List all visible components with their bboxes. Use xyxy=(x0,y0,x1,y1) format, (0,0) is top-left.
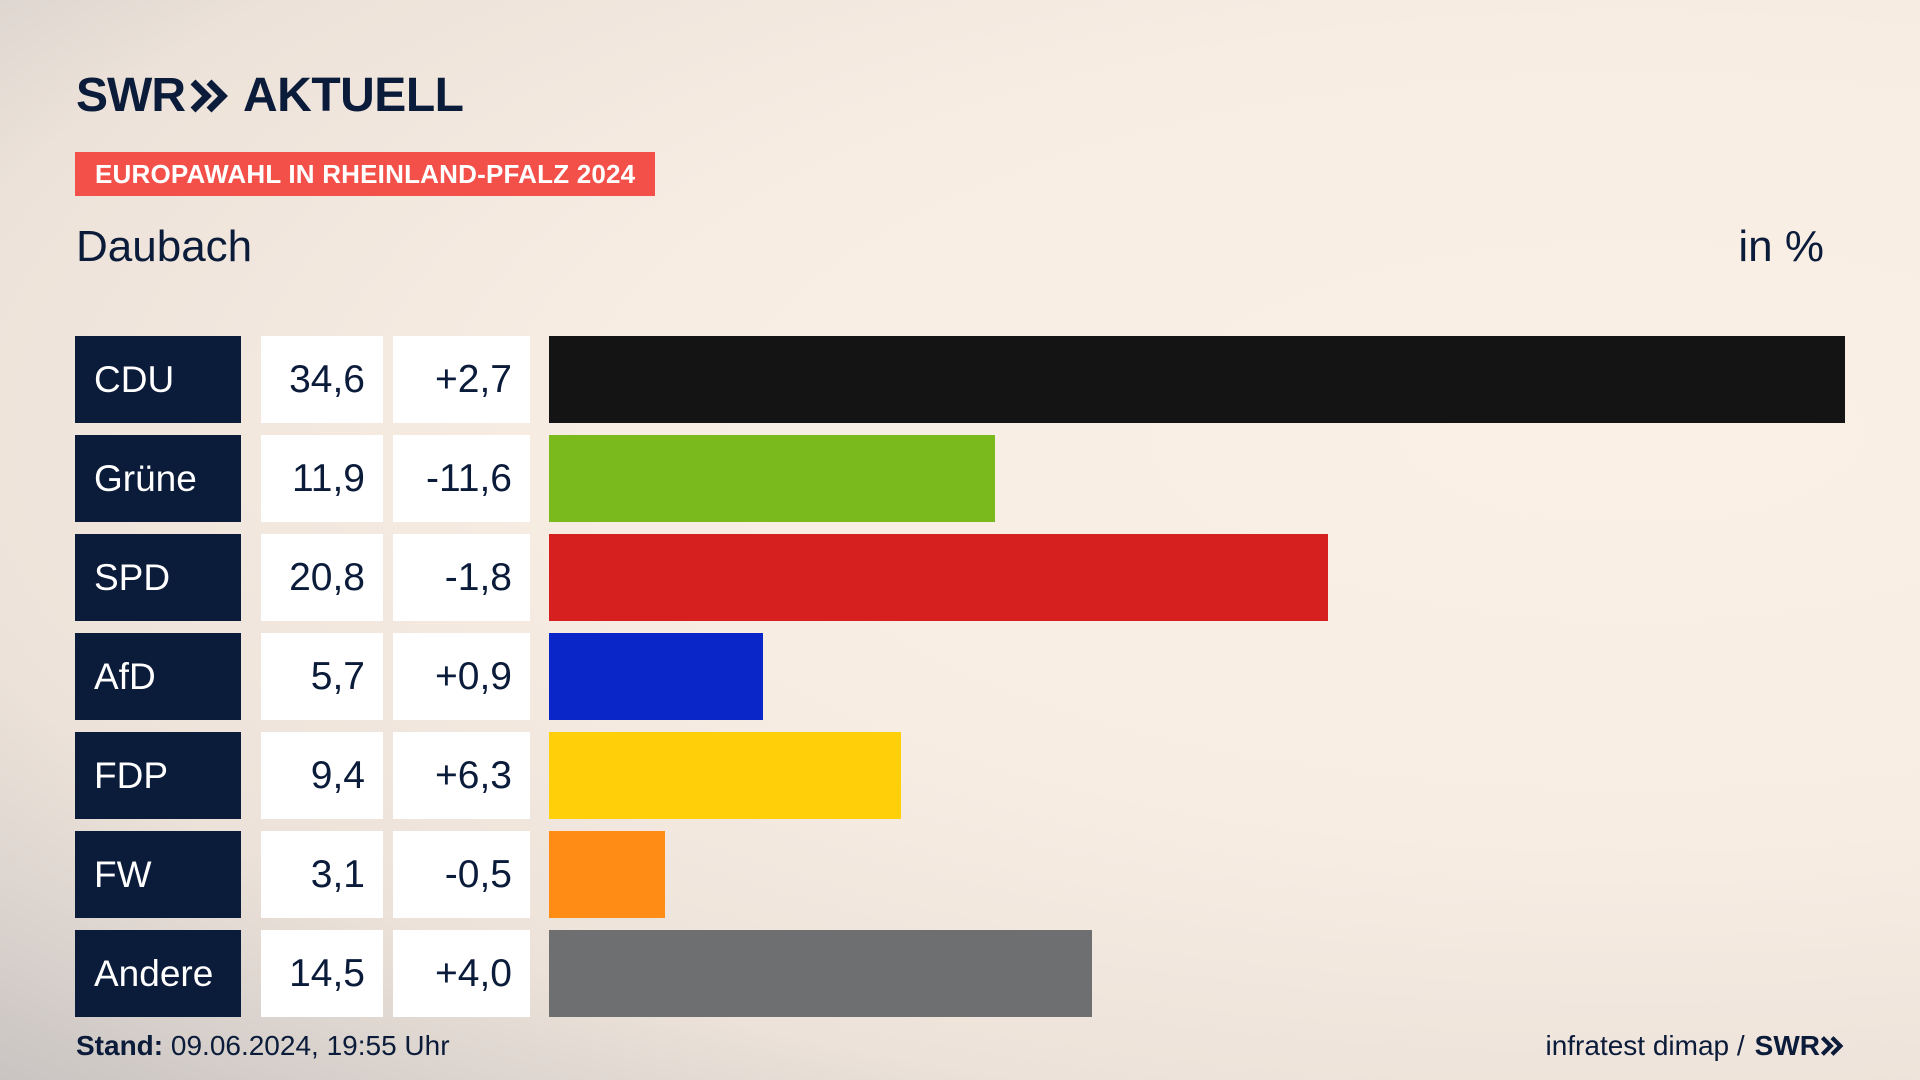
vote-share-value: 20,8 xyxy=(261,534,383,621)
source-swr-logo: SWR xyxy=(1754,1030,1820,1061)
timestamp: Stand: 09.06.2024, 19:55 Uhr xyxy=(76,1030,450,1062)
result-bar xyxy=(549,930,1092,1017)
party-label: SPD xyxy=(75,534,241,621)
unit-label: in % xyxy=(1738,222,1824,271)
party-label: FW xyxy=(75,831,241,918)
party-label: CDU xyxy=(75,336,241,423)
vote-change-value: -0,5 xyxy=(393,831,530,918)
vote-share-value: 14,5 xyxy=(261,930,383,1017)
source-text: infratest dimap / xyxy=(1545,1030,1745,1061)
result-bar xyxy=(549,633,763,720)
stand-label: Stand: xyxy=(76,1030,164,1061)
result-bar xyxy=(549,534,1328,621)
result-bar xyxy=(549,435,995,522)
logo-aktuell-text: AKTUELL xyxy=(242,69,464,122)
source-credit: infratest dimap / SWR xyxy=(1545,1030,1844,1062)
vote-share-value: 9,4 xyxy=(261,732,383,819)
party-label: FDP xyxy=(75,732,241,819)
swr-aktuell-logo: SWR AKTUELL xyxy=(76,68,464,123)
location-title: Daubach xyxy=(76,222,253,271)
party-label: Andere xyxy=(75,930,241,1017)
double-chevron-icon xyxy=(190,79,228,112)
party-label: AfD xyxy=(75,633,241,720)
vote-change-value: +4,0 xyxy=(393,930,530,1017)
vote-share-value: 5,7 xyxy=(261,633,383,720)
result-bar xyxy=(549,831,665,918)
stand-value: 09.06.2024, 19:55 Uhr xyxy=(170,1030,450,1061)
vote-change-value: +6,3 xyxy=(393,732,530,819)
vote-change-value: +0,9 xyxy=(393,633,530,720)
result-bar xyxy=(549,336,1845,423)
vote-share-value: 11,9 xyxy=(261,435,383,522)
logo-swr-text: SWR xyxy=(76,69,186,122)
vote-share-value: 34,6 xyxy=(261,336,383,423)
party-label: Grüne xyxy=(75,435,241,522)
small-double-chevron-icon xyxy=(1820,1036,1844,1056)
vote-change-value: -1,8 xyxy=(393,534,530,621)
election-banner: EUROPAWAHL IN RHEINLAND-PFALZ 2024 xyxy=(75,152,656,196)
vote-change-value: +2,7 xyxy=(393,336,530,423)
result-bar xyxy=(549,732,901,819)
vote-change-value: -11,6 xyxy=(393,435,530,522)
vote-share-value: 3,1 xyxy=(261,831,383,918)
